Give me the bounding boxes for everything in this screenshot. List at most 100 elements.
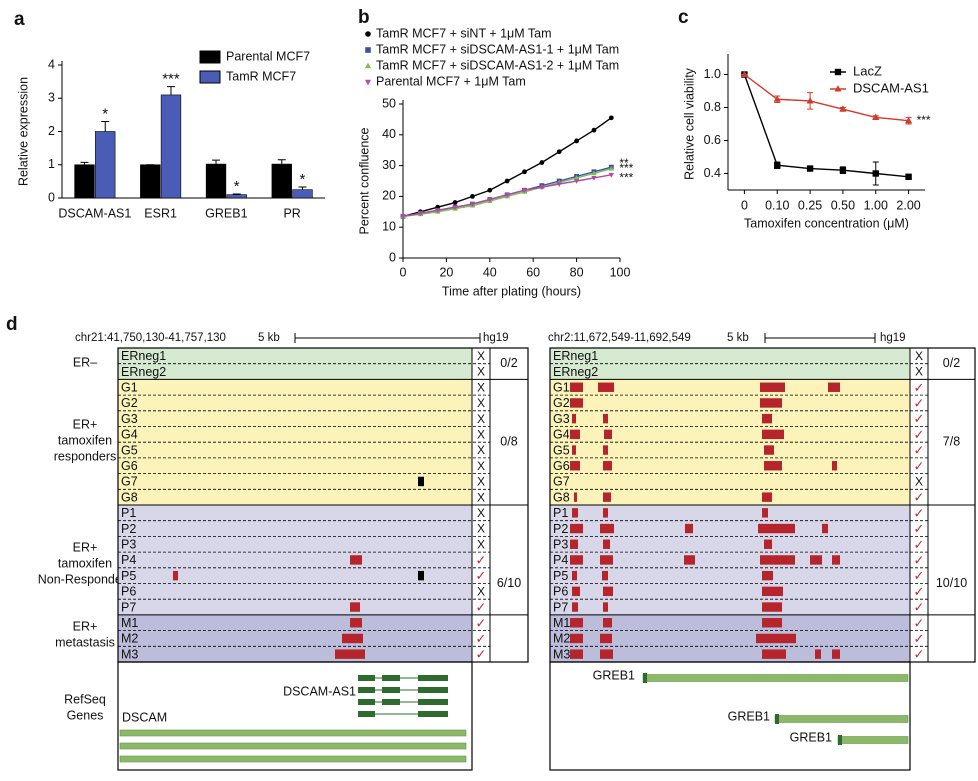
- call: ✓: [476, 553, 487, 568]
- call: X: [477, 428, 485, 442]
- group-label: ER+: [73, 619, 98, 633]
- group-label: ER–: [73, 355, 97, 369]
- call: ✓: [914, 444, 925, 459]
- peak: [604, 429, 612, 440]
- call: X: [477, 412, 485, 426]
- section-bg: [118, 505, 472, 615]
- sample-name: P5: [121, 569, 136, 583]
- y-tick-label: 10: [382, 219, 396, 233]
- significance: ***: [619, 161, 633, 175]
- sample-name: G7: [553, 475, 570, 489]
- marker: [470, 194, 475, 199]
- marker: [574, 138, 579, 144]
- exon: [382, 675, 400, 681]
- bar: [205, 163, 227, 199]
- x-tick-label: 100: [610, 265, 631, 279]
- exon: [382, 687, 400, 693]
- marker: [608, 172, 614, 178]
- x-tick-label: PR: [283, 206, 300, 220]
- x-axis-label: Tamoxifen concentration (μM): [744, 216, 909, 230]
- marker: [872, 113, 880, 120]
- sample-name: ERneg1: [553, 349, 598, 363]
- section-bg: [118, 614, 472, 662]
- marker: [591, 176, 597, 181]
- marker: [487, 187, 493, 193]
- exon: [838, 735, 842, 745]
- sample-name: P4: [121, 553, 136, 567]
- peak: [764, 445, 774, 455]
- transcript: [774, 715, 909, 723]
- y-tick-label: 40: [382, 127, 396, 141]
- x-tick-label: GREB1: [205, 206, 247, 220]
- call: X: [477, 506, 485, 520]
- sample-name: M1: [553, 616, 570, 630]
- peak: [574, 492, 577, 502]
- marker: [504, 178, 510, 184]
- transcript: [119, 729, 467, 737]
- call: X: [477, 585, 485, 599]
- exon: [418, 687, 448, 693]
- x-tick-label: 0: [741, 198, 748, 212]
- series-line: [743, 73, 909, 122]
- peak: [600, 649, 613, 659]
- peak: [832, 649, 840, 659]
- group-label: responders: [54, 449, 117, 463]
- marker: [469, 202, 476, 207]
- marker: [834, 68, 842, 76]
- peak: [350, 602, 360, 612]
- call: ✓: [914, 522, 925, 537]
- marker: [839, 105, 847, 112]
- call: ✓: [476, 569, 487, 584]
- call: ✓: [914, 381, 925, 396]
- y-tick-label: 0.8: [704, 100, 721, 114]
- call: ✓: [476, 601, 487, 616]
- sample-name: G2: [553, 396, 570, 410]
- legend-label: DSCAM-AS1: [853, 80, 929, 95]
- peak: [570, 539, 578, 549]
- exon: [418, 675, 448, 681]
- genes-label: Genes: [67, 708, 104, 722]
- peak: [350, 618, 362, 628]
- peak: [572, 586, 580, 597]
- y-tick-label: 0: [389, 250, 396, 264]
- peak: [570, 523, 583, 534]
- marker: [452, 205, 458, 211]
- marker: [774, 162, 781, 169]
- marker: [521, 188, 528, 194]
- marker: [806, 165, 814, 172]
- gene-frame: [117, 661, 473, 771]
- call: ✓: [914, 585, 925, 600]
- legend-label: Parental MCF7 + 1μM Tam: [376, 74, 526, 88]
- legend-label: TamR MCF7 + siDSCAM-AS1-1 + 1μM Tam: [376, 42, 619, 56]
- peak: [603, 461, 612, 471]
- peak: [762, 602, 782, 612]
- gene-label: GREB1: [593, 668, 635, 682]
- y-axis-label: Relative cell viability: [682, 67, 696, 180]
- call: X: [477, 349, 485, 363]
- peak: [342, 633, 363, 644]
- y-tick-label: 1.0: [704, 67, 721, 81]
- marker: [365, 47, 371, 53]
- bar: [74, 164, 95, 199]
- call: ✓: [914, 569, 925, 584]
- marker: [773, 95, 781, 102]
- fraction: 10/10: [936, 576, 967, 590]
- gene-frame: [549, 661, 911, 771]
- peak: [828, 382, 840, 392]
- error-bar: [166, 86, 175, 95]
- sample-name: G4: [553, 428, 570, 442]
- bar: [271, 163, 292, 199]
- peak: [815, 649, 821, 659]
- exon: [382, 699, 400, 705]
- peak: [600, 523, 614, 534]
- marker: [522, 169, 527, 175]
- y-tick-label: 0: [48, 190, 55, 204]
- significance: ***: [917, 113, 931, 127]
- peak: [603, 618, 612, 628]
- region: chr2:11,672,549-11,692,549: [548, 332, 691, 344]
- x-tick-label: DSCAM-AS1: [58, 206, 131, 220]
- call: X: [915, 349, 923, 363]
- sample-name: M2: [121, 632, 138, 646]
- region: chr21:41,750,130-41,757,130: [75, 332, 226, 344]
